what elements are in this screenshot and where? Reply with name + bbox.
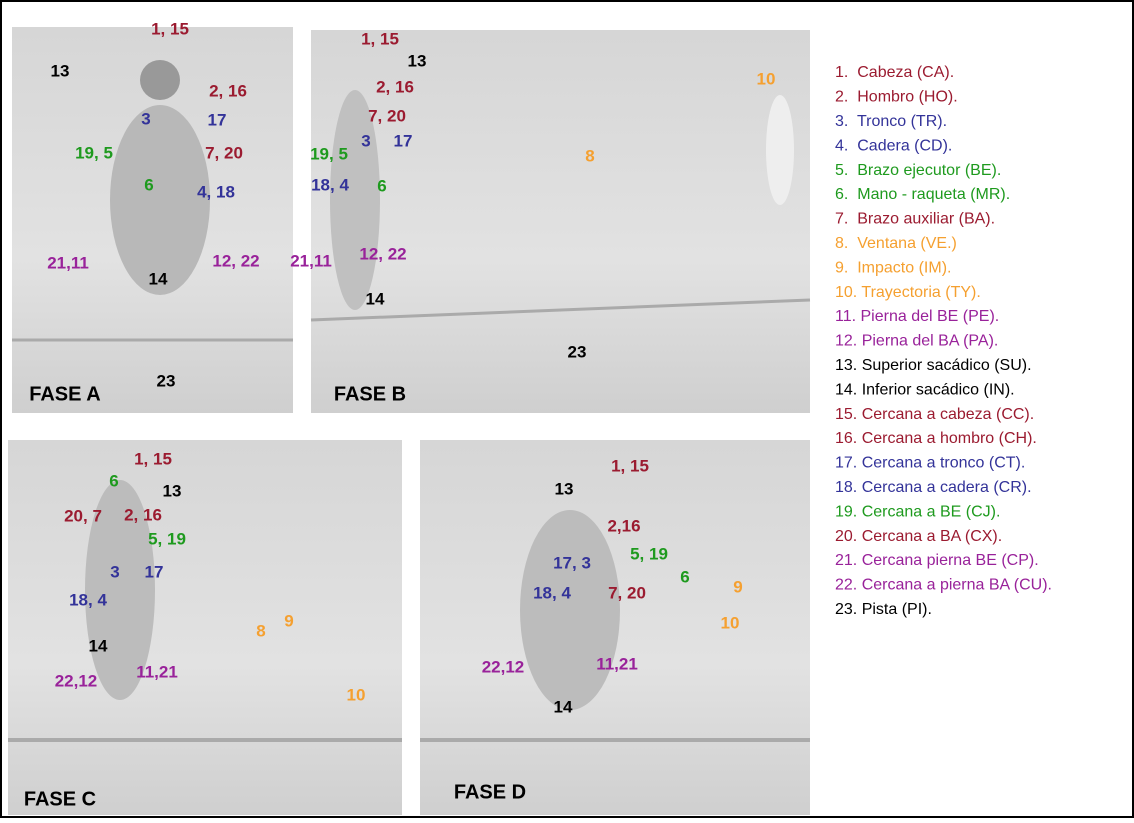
legend-item: 19. Cercana a BE (CJ).: [835, 503, 1000, 520]
point-label: 8: [585, 146, 594, 165]
legend-item: 5. Brazo ejecutor (BE).: [835, 162, 1001, 179]
point-label: 13: [51, 61, 70, 80]
point-label: 6: [144, 175, 153, 194]
point-label: 13: [163, 481, 182, 500]
point-label: 18, 4: [533, 583, 571, 602]
point-label: 18, 4: [69, 590, 107, 609]
legend-item: 20. Cercana a BA (CX).: [835, 528, 1002, 545]
point-label: 19, 5: [310, 144, 348, 163]
legend-item: 15. Cercana a cabeza (CC).: [835, 406, 1034, 423]
figure: FASE A1, 15132, 1631719, 57, 2064, 1821,…: [0, 0, 1134, 818]
photo-a: [12, 27, 293, 413]
point-label: 19, 5: [75, 143, 113, 162]
panel-title: FASE A: [29, 383, 101, 405]
point-label: 17: [208, 110, 227, 129]
panel-title: FASE D: [454, 781, 526, 803]
point-label: 3: [141, 109, 150, 128]
legend-item: 10. Trayectoria (TY).: [835, 284, 981, 301]
point-label: 14: [554, 697, 573, 716]
point-label: 1, 15: [361, 29, 399, 48]
point-label: 1, 15: [151, 19, 189, 38]
point-label: 22,12: [55, 671, 98, 690]
legend-item: 6. Mano - raqueta (MR).: [835, 186, 1010, 203]
point-label: 10: [721, 613, 740, 632]
legend-item: 17. Cercana a tronco (CT).: [835, 455, 1025, 472]
point-label: 23: [568, 342, 587, 361]
legend-item: 22. Cercana a pierna BA (CU).: [835, 577, 1052, 594]
point-label: 5, 19: [630, 544, 668, 563]
point-label: 14: [366, 289, 385, 308]
point-label: 7, 20: [368, 106, 406, 125]
legend-item: 8. Ventana (VE.): [835, 235, 957, 252]
point-label: 10: [757, 69, 776, 88]
legend-item: 2. Hombro (HO).: [835, 89, 958, 106]
photo-c: [8, 440, 402, 815]
photo-d: [420, 440, 810, 815]
point-label: 17: [394, 131, 413, 150]
point-label: 7, 20: [608, 583, 646, 602]
legend-item: 23. Pista (PI).: [835, 601, 932, 618]
point-label: 2, 16: [124, 505, 162, 524]
point-label: 3: [361, 131, 370, 150]
legend-item: 12. Pierna del BA (PA).: [835, 333, 998, 350]
point-label: 13: [555, 479, 574, 498]
legend-item: 18. Cercana a cadera (CR).: [835, 479, 1032, 496]
point-label: 1, 15: [611, 456, 649, 475]
legend-item: 4. Cadera (CD).: [835, 137, 952, 154]
point-label: 5, 19: [148, 529, 186, 548]
legend-item: 1. Cabeza (CA).: [835, 64, 954, 81]
point-label: 17: [145, 562, 164, 581]
point-label: 11,21: [136, 662, 178, 681]
point-label: 23: [157, 371, 176, 390]
point-label: 2, 16: [209, 81, 247, 100]
legend-item: 21. Cercana pierna BE (CP).: [835, 552, 1039, 569]
legend-item: 3. Tronco (TR).: [835, 113, 947, 130]
legend-item: 7. Brazo auxiliar (BA).: [835, 211, 995, 228]
point-label: 6: [377, 176, 386, 195]
point-label: 2, 16: [376, 77, 414, 96]
point-label: 3: [110, 562, 119, 581]
point-label: 9: [284, 611, 293, 630]
point-label: 14: [149, 269, 168, 288]
point-label: 21,11: [47, 253, 89, 272]
point-label: 9: [733, 577, 742, 596]
page: FASE A1, 15132, 1631719, 57, 2064, 1821,…: [0, 0, 1134, 823]
point-label: 6: [109, 471, 118, 490]
point-label: 2,16: [607, 516, 640, 535]
point-label: 20, 7: [64, 506, 102, 525]
point-label: 6: [680, 567, 689, 586]
point-label: 17, 3: [553, 553, 591, 572]
point-label: 22,12: [482, 657, 525, 676]
point-label: 14: [89, 636, 108, 655]
legend-item: 11. Pierna del BE (PE).: [835, 308, 999, 325]
point-label: 4, 18: [197, 182, 235, 201]
point-label: 12, 22: [359, 244, 406, 263]
point-label: 12, 22: [212, 251, 259, 270]
point-label: 11,21: [596, 654, 638, 673]
legend-item: 16. Cercana a hombro (CH).: [835, 430, 1037, 447]
panel-title: FASE C: [24, 788, 96, 810]
point-label: 18, 4: [311, 175, 349, 194]
point-label: 21,11: [290, 251, 332, 270]
point-label: 10: [347, 685, 366, 704]
legend-item: 9. Impacto (IM).: [835, 259, 951, 276]
point-label: 8: [256, 621, 265, 640]
panel-title: FASE B: [334, 383, 406, 405]
point-label: 13: [408, 51, 427, 70]
legend-item: 13. Superior sacádico (SU).: [835, 357, 1032, 374]
legend-item: 14. Inferior sacádico (IN).: [835, 381, 1015, 398]
point-label: 1, 15: [134, 449, 172, 468]
point-label: 7, 20: [205, 143, 243, 162]
